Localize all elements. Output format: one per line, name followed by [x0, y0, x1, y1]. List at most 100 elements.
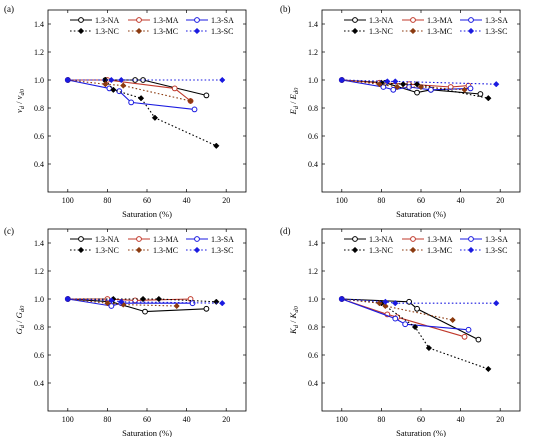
legend-label: 1.3-MC — [427, 246, 452, 255]
data-point — [390, 86, 397, 93]
legend-label: 1.3-MC — [153, 27, 178, 36]
data-point — [493, 300, 500, 307]
y-tick-label: 0.8 — [34, 104, 44, 113]
x-tick-label: 100 — [62, 196, 74, 205]
x-tick-label: 80 — [377, 415, 385, 424]
series-1.3-SA — [338, 77, 474, 93]
legend-marker — [352, 17, 358, 23]
y-tick-label: 1.0 — [34, 295, 44, 304]
legend-marker — [135, 27, 143, 35]
y-tick-label: 0.4 — [34, 160, 44, 169]
x-tick-label: 40 — [457, 415, 465, 424]
y-tick-label: 1.4 — [308, 239, 318, 248]
data-point — [392, 78, 399, 85]
data-point — [108, 297, 115, 304]
data-point — [142, 308, 148, 315]
data-point — [417, 83, 425, 91]
series-1.3-SC — [64, 76, 226, 84]
data-point — [128, 99, 135, 106]
x-tick-label: 20 — [222, 415, 230, 424]
data-point — [411, 323, 419, 331]
y-tick-label: 0.6 — [308, 351, 318, 360]
x-axis-label: Saturation (%) — [396, 209, 446, 219]
legend: 1.3-NA 1.3-MA 1.3-SA 1.3-NC 1.3-MC 1.3-SC — [344, 16, 508, 36]
legend-label: 1.3-SC — [485, 246, 507, 255]
panel-label: (c) — [4, 226, 14, 236]
y-tick-label: 1.4 — [308, 20, 318, 29]
series-1.3-NA — [64, 77, 210, 99]
plot-frame — [47, 228, 247, 412]
legend-marker — [409, 246, 417, 254]
data-point — [392, 315, 399, 322]
data-point — [64, 295, 71, 303]
data-point — [118, 298, 125, 305]
x-tick-label: 100 — [336, 196, 348, 205]
legend-label: 1.3-NA — [95, 16, 119, 25]
y-tick-label: 1.2 — [308, 48, 318, 57]
legend-marker — [352, 236, 358, 242]
legend-label: 1.3-NC — [95, 246, 119, 255]
series-line — [67, 79, 191, 102]
series-1.3-SC — [338, 295, 500, 307]
series-1.3-SC — [338, 76, 500, 88]
legend-marker — [467, 27, 475, 35]
legend-label: 1.3-SC — [211, 27, 233, 36]
legend-label: 1.3-SA — [211, 16, 234, 25]
plot-frame — [321, 9, 521, 193]
data-point — [110, 86, 117, 93]
legend-marker — [136, 236, 142, 242]
y-tick-label: 0.8 — [308, 104, 318, 113]
legend: 1.3-NA 1.3-MA 1.3-SA 1.3-NC 1.3-MC 1.3-SC — [344, 235, 508, 255]
data-point — [191, 106, 198, 113]
legend-marker — [410, 17, 416, 23]
legend-label: 1.3-SA — [211, 235, 234, 244]
data-point — [465, 326, 472, 333]
data-point — [219, 300, 226, 307]
y-axis-label: vd / vd0 — [14, 88, 26, 113]
data-point — [400, 81, 407, 88]
data-point — [173, 302, 180, 310]
legend-marker — [193, 27, 201, 35]
panel-label: (d) — [280, 226, 291, 236]
y-tick-label: 1.2 — [34, 267, 44, 276]
legend-label: 1.3-MC — [153, 246, 178, 255]
legend-label: 1.3-MA — [153, 235, 179, 244]
data-point — [485, 365, 492, 373]
data-point — [414, 89, 420, 96]
series-line — [67, 298, 193, 307]
plot-frame — [321, 228, 521, 412]
data-point — [376, 81, 383, 88]
series-line — [67, 79, 207, 96]
x-tick-label: 20 — [222, 196, 230, 205]
legend-label: 1.3-SC — [485, 27, 507, 36]
x-tick-label: 80 — [377, 196, 385, 205]
legend-label: 1.3-NA — [369, 235, 393, 244]
legend-marker — [351, 27, 359, 35]
legend-label: 1.3-SA — [485, 16, 508, 25]
legend-label: 1.3-NA — [369, 16, 393, 25]
legend-marker — [468, 17, 474, 23]
legend-label: 1.3-MA — [427, 235, 453, 244]
data-point — [108, 303, 115, 309]
data-point — [394, 83, 401, 91]
data-point — [384, 78, 391, 85]
series-line — [67, 79, 217, 147]
data-point — [477, 91, 484, 97]
legend-marker — [468, 236, 474, 242]
legend-marker — [351, 246, 359, 254]
y-tick-label: 1.4 — [34, 20, 44, 29]
data-point — [187, 97, 194, 105]
data-point — [413, 81, 421, 88]
data-point — [493, 81, 500, 88]
series-line — [341, 79, 497, 85]
legend-label: 1.3-MA — [427, 16, 453, 25]
series-1.3-NC — [64, 76, 220, 149]
legend-marker — [467, 246, 475, 254]
legend-marker — [409, 27, 417, 35]
legend-marker — [78, 236, 84, 242]
series-line — [341, 298, 479, 341]
series-line — [341, 298, 469, 331]
y-tick-label: 0.4 — [308, 379, 318, 388]
legend-label: 1.3-NC — [369, 246, 393, 255]
y-tick-label: 0.4 — [34, 379, 44, 388]
